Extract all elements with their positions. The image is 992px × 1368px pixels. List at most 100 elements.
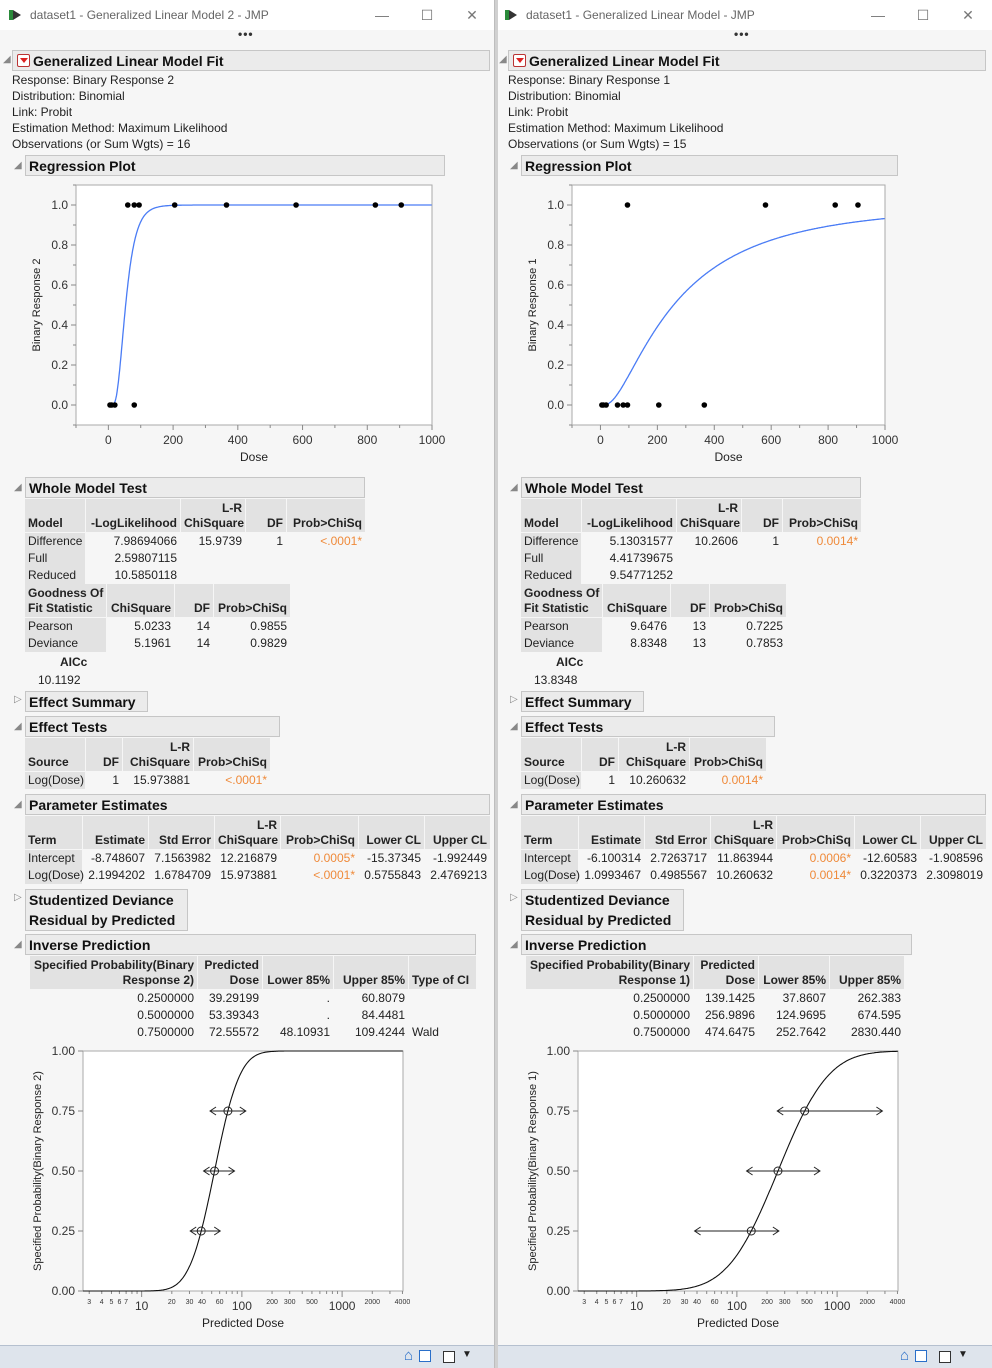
disclosure-open-icon[interactable]: ◢	[14, 481, 22, 493]
home-icon[interactable]: ⌂	[900, 1347, 910, 1364]
disclosure-open-icon[interactable]: ◢	[510, 720, 518, 732]
column-header[interactable]: Prob>ChiSq	[777, 816, 854, 849]
maximize-button[interactable]: ☐	[916, 7, 930, 23]
column-header[interactable]: DF	[86, 738, 122, 771]
regression-plot-header[interactable]: Regression Plot	[25, 155, 445, 176]
column-header[interactable]: Upper CL	[921, 816, 986, 849]
column-header[interactable]: Prob>ChiSq	[194, 738, 270, 771]
studentized-residual-header[interactable]: Studentized Deviance Residual by Predicte…	[521, 889, 684, 931]
disclosure-open-icon[interactable]: ◢	[14, 159, 22, 171]
column-header[interactable]: Prob>ChiSq	[690, 738, 766, 771]
disclosure-open-icon[interactable]: ◢	[3, 54, 11, 65]
column-header[interactable]: Source	[521, 738, 581, 771]
disclosure-open-icon[interactable]: ◢	[510, 159, 518, 171]
inverse-prediction-header[interactable]: Inverse Prediction	[521, 934, 912, 955]
disclosure-closed-icon[interactable]: ▷	[14, 694, 22, 705]
disclosure-open-icon[interactable]: ◢	[499, 54, 507, 65]
column-header[interactable]: Term	[25, 816, 82, 849]
maximize-button[interactable]: ☐	[420, 7, 434, 23]
column-header[interactable]: Estimate	[579, 816, 644, 849]
minimize-button[interactable]: —	[375, 7, 389, 23]
studentized-residual-header[interactable]: Studentized Deviance Residual by Predicte…	[25, 889, 188, 931]
disclosure-closed-icon[interactable]: ▷	[510, 694, 518, 705]
column-header[interactable]: Model	[25, 499, 85, 532]
column-header[interactable]: Predicted Dose	[694, 956, 758, 989]
column-header[interactable]: L-R ChiSquare	[123, 738, 193, 771]
column-header[interactable]: Goodness Of Fit Statistic	[521, 584, 602, 617]
title-bar[interactable]: dataset1 - Generalized Linear Model 2 - …	[0, 0, 496, 30]
more-menu-button[interactable]: •••	[734, 27, 750, 41]
column-header[interactable]: Prob>ChiSq	[281, 816, 358, 849]
disclosure-closed-icon[interactable]: ▷	[14, 892, 22, 903]
column-header[interactable]: Source	[25, 738, 85, 771]
regression-plot-header[interactable]: Regression Plot	[521, 155, 898, 176]
parameter-estimates-header[interactable]: Parameter Estimates	[521, 794, 986, 815]
disclosure-open-icon[interactable]: ◢	[14, 798, 22, 810]
home-icon[interactable]: ⌂	[404, 1347, 414, 1364]
column-header[interactable]: DF	[742, 499, 782, 532]
disclosure-open-icon[interactable]: ◢	[510, 798, 518, 810]
effect-summary-header[interactable]: Effect Summary	[521, 691, 644, 712]
disclosure-open-icon[interactable]: ◢	[510, 481, 518, 493]
table-icon[interactable]	[419, 1350, 431, 1362]
column-header[interactable]: Prob>ChiSq	[783, 499, 861, 532]
column-header[interactable]: Prob>ChiSq	[287, 499, 365, 532]
parameter-estimates-header[interactable]: Parameter Estimates	[25, 794, 490, 815]
column-header[interactable]: Predicted Dose	[198, 956, 262, 989]
column-header[interactable]: Prob>ChiSq	[214, 584, 290, 617]
disclosure-closed-icon[interactable]: ▷	[510, 892, 518, 903]
more-menu-button[interactable]: •••	[238, 27, 254, 41]
column-header[interactable]: Upper CL	[425, 816, 490, 849]
column-header[interactable]: -LogLikelihood	[582, 499, 676, 532]
column-header[interactable]: Lower CL	[359, 816, 424, 849]
minimize-button[interactable]: —	[871, 7, 885, 23]
table-icon[interactable]	[915, 1350, 927, 1362]
effect-tests-header[interactable]: Effect Tests	[521, 716, 775, 737]
column-header[interactable]: Estimate	[83, 816, 148, 849]
red-triangle-menu-icon[interactable]	[513, 54, 526, 67]
column-header[interactable]: L-R ChiSquare	[677, 499, 741, 532]
column-header[interactable]: Std Error	[645, 816, 710, 849]
effect-tests-header[interactable]: Effect Tests	[25, 716, 280, 737]
column-header[interactable]: DF	[175, 584, 213, 617]
column-header[interactable]: -LogLikelihood	[86, 499, 180, 532]
title-bar[interactable]: dataset1 - Generalized Linear Model - JM…	[496, 0, 992, 30]
checkbox-icon[interactable]	[939, 1351, 951, 1363]
whole-model-test-header[interactable]: Whole Model Test	[25, 477, 365, 498]
column-header[interactable]: L-R ChiSquare	[619, 738, 689, 771]
column-header[interactable]: Std Error	[149, 816, 214, 849]
checkbox-icon[interactable]	[443, 1351, 455, 1363]
effect-summary-header[interactable]: Effect Summary	[25, 691, 148, 712]
column-header[interactable]: Specified Probability(Binary Response 1)	[526, 956, 693, 989]
column-header[interactable]: Goodness Of Fit Statistic	[25, 584, 106, 617]
column-header[interactable]: DF	[246, 499, 286, 532]
red-triangle-menu-icon[interactable]	[17, 54, 30, 67]
disclosure-open-icon[interactable]: ◢	[14, 938, 22, 950]
close-button[interactable]: ✕	[466, 7, 478, 23]
column-header[interactable]: ChiSquare	[603, 584, 670, 617]
column-header[interactable]: Specified Probability(Binary Response 2)	[30, 956, 197, 989]
column-header[interactable]: Type of CI	[409, 956, 476, 989]
column-header[interactable]: L-R ChiSquare	[181, 499, 245, 532]
column-header[interactable]: Prob>ChiSq	[710, 584, 786, 617]
column-header[interactable]: ChiSquare	[107, 584, 174, 617]
model-fit-header[interactable]: Generalized Linear Model Fit	[12, 50, 490, 71]
column-header[interactable]: Term	[521, 816, 578, 849]
column-header[interactable]: L-R ChiSquare	[711, 816, 776, 849]
disclosure-open-icon[interactable]: ◢	[510, 938, 518, 950]
column-header[interactable]: Model	[521, 499, 581, 532]
dropdown-arrow-icon[interactable]: ▼	[958, 1349, 968, 1360]
column-header[interactable]: Lower 85%	[759, 956, 829, 989]
model-fit-header[interactable]: Generalized Linear Model Fit	[508, 50, 986, 71]
column-header[interactable]: Upper 85%	[334, 956, 408, 989]
dropdown-arrow-icon[interactable]: ▼	[462, 1349, 472, 1360]
inverse-prediction-header[interactable]: Inverse Prediction	[25, 934, 476, 955]
whole-model-test-header[interactable]: Whole Model Test	[521, 477, 861, 498]
column-header[interactable]: DF	[671, 584, 709, 617]
column-header[interactable]: L-R ChiSquare	[215, 816, 280, 849]
column-header[interactable]: Upper 85%	[830, 956, 904, 989]
column-header[interactable]: Lower 85%	[263, 956, 333, 989]
close-button[interactable]: ✕	[962, 7, 974, 23]
column-header[interactable]: DF	[582, 738, 618, 771]
column-header[interactable]: Lower CL	[855, 816, 920, 849]
